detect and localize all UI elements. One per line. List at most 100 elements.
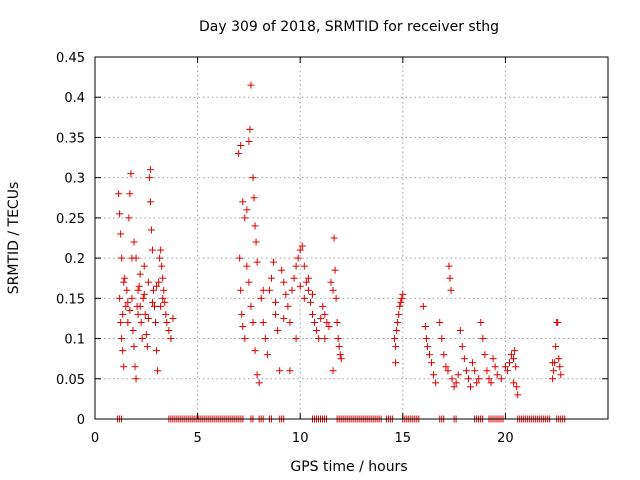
data-point <box>315 335 323 343</box>
data-point <box>130 343 138 351</box>
data-point <box>250 194 258 202</box>
data-point <box>501 363 509 371</box>
data-point <box>247 302 255 310</box>
data-point <box>126 306 134 314</box>
data-point <box>134 286 142 294</box>
data-point <box>241 335 249 343</box>
data-point <box>169 314 177 322</box>
plot-frame <box>94 56 609 420</box>
data-point <box>152 318 160 326</box>
data-point <box>397 298 405 306</box>
data-point <box>398 294 406 302</box>
data-point <box>442 363 450 371</box>
data-point <box>272 298 280 306</box>
data-point <box>296 282 304 290</box>
data-point <box>304 286 312 294</box>
data-point <box>245 278 253 286</box>
data-point <box>335 343 343 351</box>
data-point <box>115 190 123 198</box>
data-point <box>118 335 126 343</box>
data-point <box>325 322 333 330</box>
data-point <box>311 318 319 326</box>
x-tick-labels: 0 5 10 15 20 <box>91 431 514 446</box>
data-point <box>447 286 455 294</box>
data-point <box>313 327 321 335</box>
data-point <box>296 246 304 254</box>
data-point <box>302 278 310 286</box>
data-point <box>129 327 137 335</box>
data-point <box>162 310 170 318</box>
data-point <box>394 318 402 326</box>
data-point <box>236 254 244 262</box>
data-point <box>119 310 127 318</box>
data-point <box>321 310 329 318</box>
data-point <box>146 166 154 174</box>
data-point <box>153 347 161 355</box>
data-point <box>120 363 128 371</box>
data-point <box>272 310 280 318</box>
data-point <box>309 290 317 298</box>
data-point <box>329 367 337 375</box>
data-point <box>148 298 156 306</box>
x-tick-label: 0 <box>91 431 99 446</box>
data-point <box>317 314 325 322</box>
data-point <box>294 254 302 262</box>
data-point <box>458 343 466 351</box>
axis-ticks <box>94 56 608 420</box>
data-point <box>471 367 479 375</box>
data-point <box>252 238 260 246</box>
data-point <box>290 274 298 282</box>
x-tick-label: 5 <box>193 431 201 446</box>
data-point <box>128 294 136 302</box>
data-point <box>462 367 470 375</box>
data-point <box>396 302 404 310</box>
data-point <box>510 355 518 363</box>
data-point <box>247 81 255 89</box>
data-point <box>422 335 430 343</box>
data-point <box>241 214 249 222</box>
data-point <box>337 355 345 363</box>
y-tick-labels: 0 0.05 0.1 0.15 0.2 0.25 0.3 0.35 0.4 0.45 <box>56 51 85 428</box>
data-point <box>512 363 520 371</box>
data-point <box>304 274 312 282</box>
data-point <box>549 375 557 383</box>
data-point <box>514 391 522 399</box>
data-point <box>334 335 342 343</box>
x-axis-label: GPS time / hours <box>290 459 407 475</box>
data-point <box>265 286 273 294</box>
data-point <box>454 371 462 379</box>
data-point <box>292 262 300 270</box>
data-point <box>249 318 257 326</box>
data-point <box>319 302 327 310</box>
data-point <box>136 302 144 310</box>
data-point <box>552 343 560 351</box>
data-point <box>479 335 487 343</box>
data-point <box>438 335 446 343</box>
data-point <box>122 302 130 310</box>
data-point <box>288 286 296 294</box>
data-point <box>511 347 519 355</box>
data-point <box>139 294 147 302</box>
data-point <box>146 198 154 206</box>
data-point <box>508 351 516 359</box>
data-point <box>421 322 429 330</box>
data-point <box>292 335 300 343</box>
data-point <box>493 371 501 379</box>
data-point <box>237 141 245 149</box>
y-tick-label: 0.05 <box>56 373 85 388</box>
data-point <box>446 274 454 282</box>
data-point <box>159 274 167 282</box>
data-point <box>423 343 431 351</box>
data-point <box>149 286 157 294</box>
data-point <box>243 262 251 270</box>
data-point <box>300 294 308 302</box>
data-point <box>282 290 290 298</box>
data-point <box>167 335 175 343</box>
data-point <box>491 363 499 371</box>
data-point <box>126 190 134 198</box>
data-point <box>395 310 403 318</box>
data-point <box>475 375 483 383</box>
data-point <box>123 286 131 294</box>
data-point <box>280 314 288 322</box>
